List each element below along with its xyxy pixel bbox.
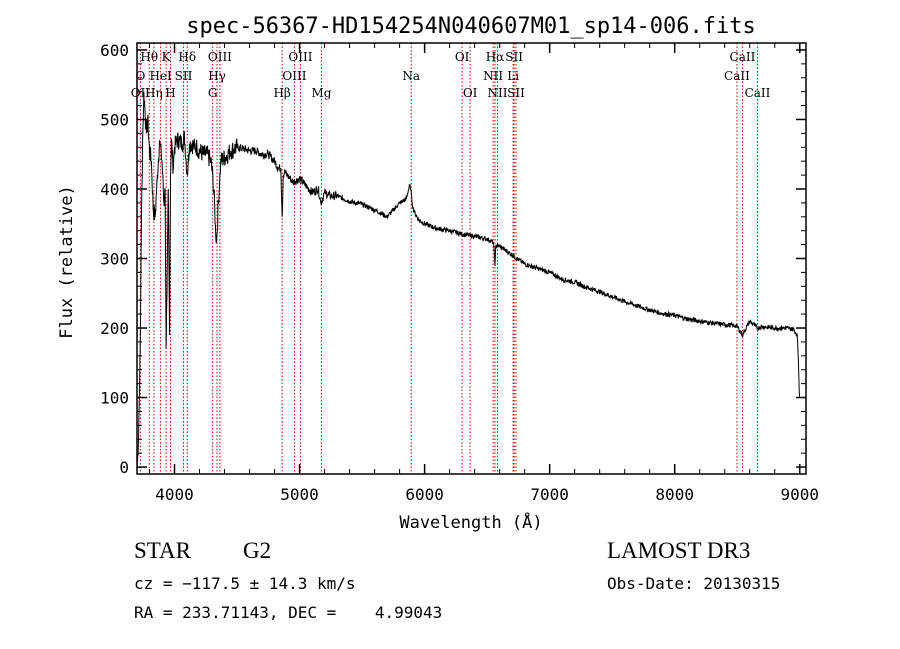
line-label: OIII — [282, 69, 306, 83]
line-label: OI — [455, 50, 470, 64]
line-label: HeI — [149, 69, 172, 83]
line-label: SII — [505, 50, 523, 64]
line-label: Hη — [145, 86, 163, 100]
observation-date: Obs-Date: 20130315 — [607, 574, 781, 593]
line-label: O — [135, 69, 145, 83]
y-tick-label: 100 — [100, 389, 129, 408]
line-label: CaII — [724, 69, 750, 83]
y-tick-label: 0 — [119, 458, 129, 477]
y-tick-label: 500 — [100, 110, 129, 129]
line-label: CaII — [730, 50, 756, 64]
object-type: STAR — [134, 538, 191, 563]
x-tick-label: 5000 — [280, 485, 319, 504]
survey-name: LAMOST DR3 — [607, 538, 751, 563]
line-label: OIII — [208, 50, 232, 64]
line-label: SII — [175, 69, 193, 83]
line-label: K — [162, 50, 172, 64]
x-tick-label: 4000 — [155, 485, 194, 504]
spectrum-series — [136, 91, 800, 468]
line-label: Mg — [311, 86, 331, 100]
y-tick-label: 400 — [100, 180, 129, 199]
line-label: H — [165, 86, 175, 100]
line-label: OII — [131, 86, 151, 100]
coordinates: RA = 233.71143, DEC = 4.99043 — [134, 603, 443, 622]
line-label: OI — [463, 86, 478, 100]
line-label: Hα — [486, 50, 505, 64]
line-label: NII — [483, 69, 503, 83]
line-label: Hθ — [140, 50, 158, 64]
chart-title: spec-56367-HD154254N040607M01_sp14-006.f… — [186, 14, 756, 39]
line-label: OIII — [288, 50, 312, 64]
y-tick-label: 200 — [100, 319, 129, 338]
line-label: Li — [507, 69, 519, 83]
x-tick-label: 6000 — [405, 485, 444, 504]
spectrum-line — [136, 91, 800, 468]
plot-frame — [136, 42, 807, 475]
line-label: Hγ — [208, 69, 226, 83]
line-label: SII — [507, 86, 525, 100]
y-tick-label: 600 — [100, 41, 129, 60]
x-tick-label: 7000 — [530, 485, 569, 504]
y-tick-label: 300 — [100, 250, 129, 269]
x-tick-label: 8000 — [655, 485, 694, 504]
spectral-class: G2 — [243, 538, 272, 563]
line-label: CaII — [745, 86, 771, 100]
y-axis-label: Flux (relative) — [57, 185, 77, 339]
line-label: G — [208, 86, 218, 100]
axes: 4000 5000 6000 7000 8000 9000 0 100 200 300 400 500… — [100, 41, 819, 504]
x-tick-label: 9000 — [780, 485, 819, 504]
redshift-velocity: cz = −117.5 ± 14.3 km/s — [134, 574, 356, 593]
x-axis-label: Wavelength (Å) — [399, 511, 542, 533]
line-label: Hβ — [273, 86, 290, 100]
line-label: Na — [402, 69, 420, 83]
line-label: NII — [488, 86, 508, 100]
line-label: Hδ — [178, 50, 196, 64]
line-markers — [139, 43, 758, 474]
